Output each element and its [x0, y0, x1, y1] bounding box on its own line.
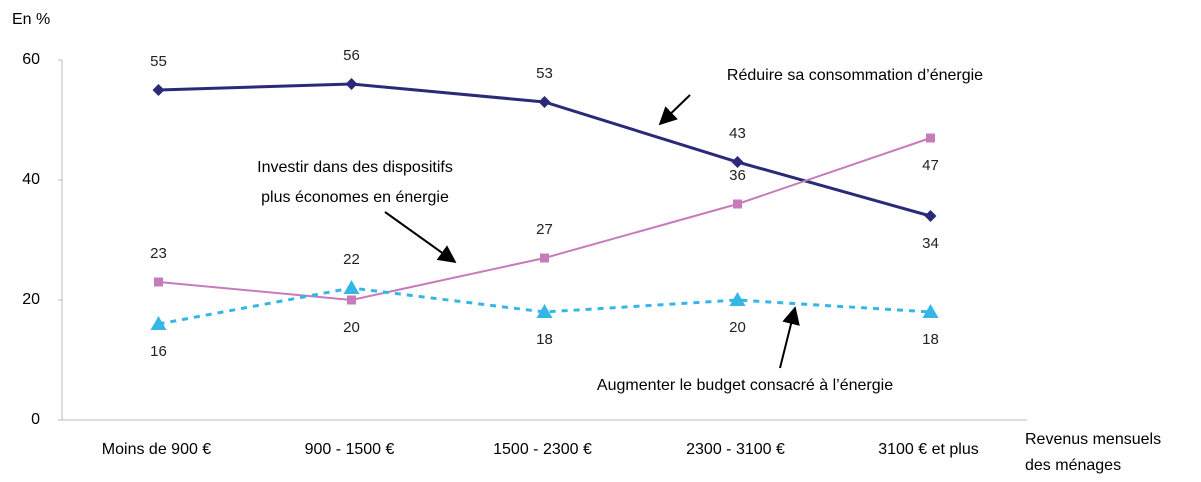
- point: [733, 199, 742, 209]
- point: [922, 304, 939, 318]
- line: [158, 286, 931, 326]
- value-label: 22: [343, 251, 360, 268]
- point: [729, 292, 746, 306]
- y-tick-label: 0: [31, 411, 40, 428]
- y-tick-label: 40: [22, 171, 40, 188]
- x-tick-label: 2300 - 3100 €: [686, 441, 785, 458]
- series-label: Investir dans des dispositifs: [257, 159, 453, 176]
- x-axis-label: des ménages: [1025, 457, 1121, 474]
- point: [345, 78, 358, 90]
- value-label: 18: [536, 331, 553, 348]
- series-label: Augmenter le budget consacré à l’énergie: [597, 377, 893, 394]
- point: [926, 133, 935, 143]
- value-label: 23: [150, 245, 167, 262]
- point: [347, 295, 356, 305]
- value-label: 47: [922, 157, 939, 174]
- point: [538, 96, 551, 108]
- arrow: [384, 211, 457, 264]
- arrow: [658, 94, 691, 126]
- x-tick-label: 900 - 1500 €: [305, 441, 395, 458]
- point: [152, 84, 165, 96]
- x-tick-label: 3100 € et plus: [878, 441, 979, 458]
- value-label: 20: [729, 319, 746, 336]
- point: [540, 253, 549, 263]
- y-axis-label: En %: [12, 11, 50, 28]
- point: [343, 280, 360, 294]
- arrow: [779, 306, 800, 369]
- point: [536, 304, 553, 318]
- series-label: Réduire sa consommation d’énergie: [727, 67, 983, 84]
- point: [731, 156, 744, 168]
- y-tick-label: 60: [22, 51, 40, 68]
- point: [154, 277, 163, 287]
- value-label: 36: [729, 167, 746, 184]
- y-tick-label: 20: [22, 291, 40, 308]
- point: [150, 316, 167, 330]
- value-label: 27: [536, 221, 553, 238]
- series-label: plus économes en énergie: [261, 189, 449, 206]
- x-axis-label: Revenus mensuels: [1025, 431, 1161, 448]
- value-label: 43: [729, 125, 746, 142]
- value-label: 34: [922, 235, 939, 252]
- value-label: 20: [343, 319, 360, 336]
- value-label: 53: [536, 65, 553, 82]
- value-label: 16: [150, 343, 167, 360]
- value-label: 56: [343, 47, 360, 64]
- value-label: 55: [150, 53, 167, 70]
- value-label: 18: [922, 331, 939, 348]
- x-tick-label: Moins de 900 €: [102, 441, 212, 458]
- point: [924, 210, 937, 222]
- x-tick-label: 1500 - 2300 €: [493, 441, 592, 458]
